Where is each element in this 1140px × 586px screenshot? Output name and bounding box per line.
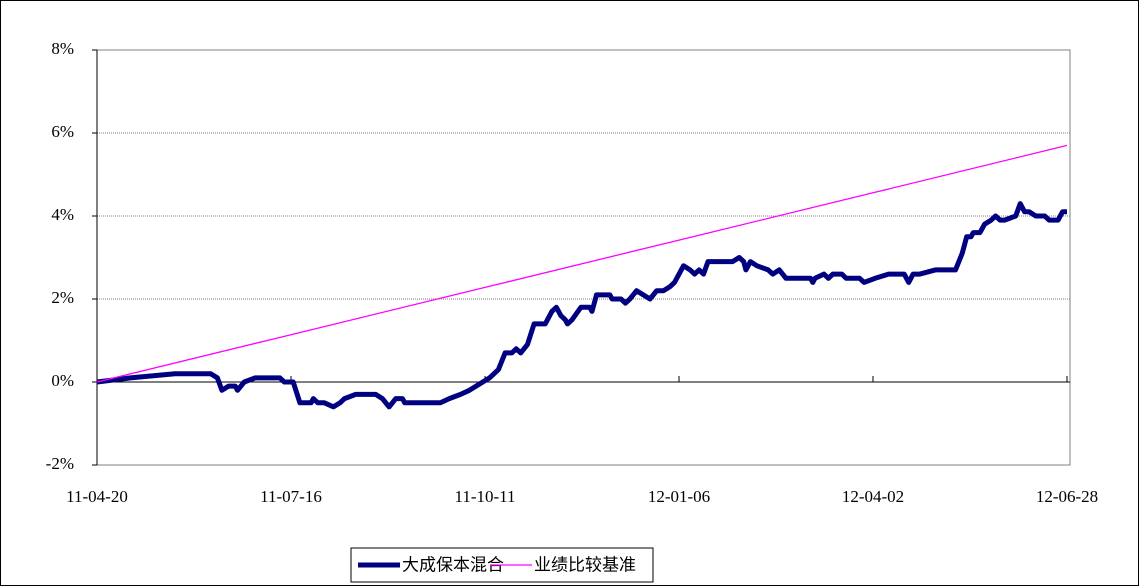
plot-area — [96, 49, 1071, 466]
x-tick-label: 11-07-16 — [260, 487, 322, 506]
y-tick-label: 0% — [51, 371, 74, 390]
x-tick-label: 12-04-02 — [842, 487, 904, 506]
y-tick-label: -2% — [46, 454, 74, 473]
y-tick-label: 4% — [51, 205, 74, 224]
y-tick-label: 2% — [51, 288, 74, 307]
x-tick-label: 12-06-28 — [1036, 487, 1098, 506]
legend-label: 业绩比较基准 — [534, 555, 636, 574]
series-line — [96, 144, 1068, 383]
y-tick-label: 8% — [51, 39, 74, 58]
x-tick-label: 12-01-06 — [648, 487, 710, 506]
x-tick-label: 11-04-20 — [66, 487, 128, 506]
x-tick-label: 11-10-11 — [454, 487, 515, 506]
legend-label: 大成保本混合 — [402, 555, 504, 574]
y-tick-label: 6% — [51, 122, 74, 141]
series-line — [96, 201, 1067, 410]
